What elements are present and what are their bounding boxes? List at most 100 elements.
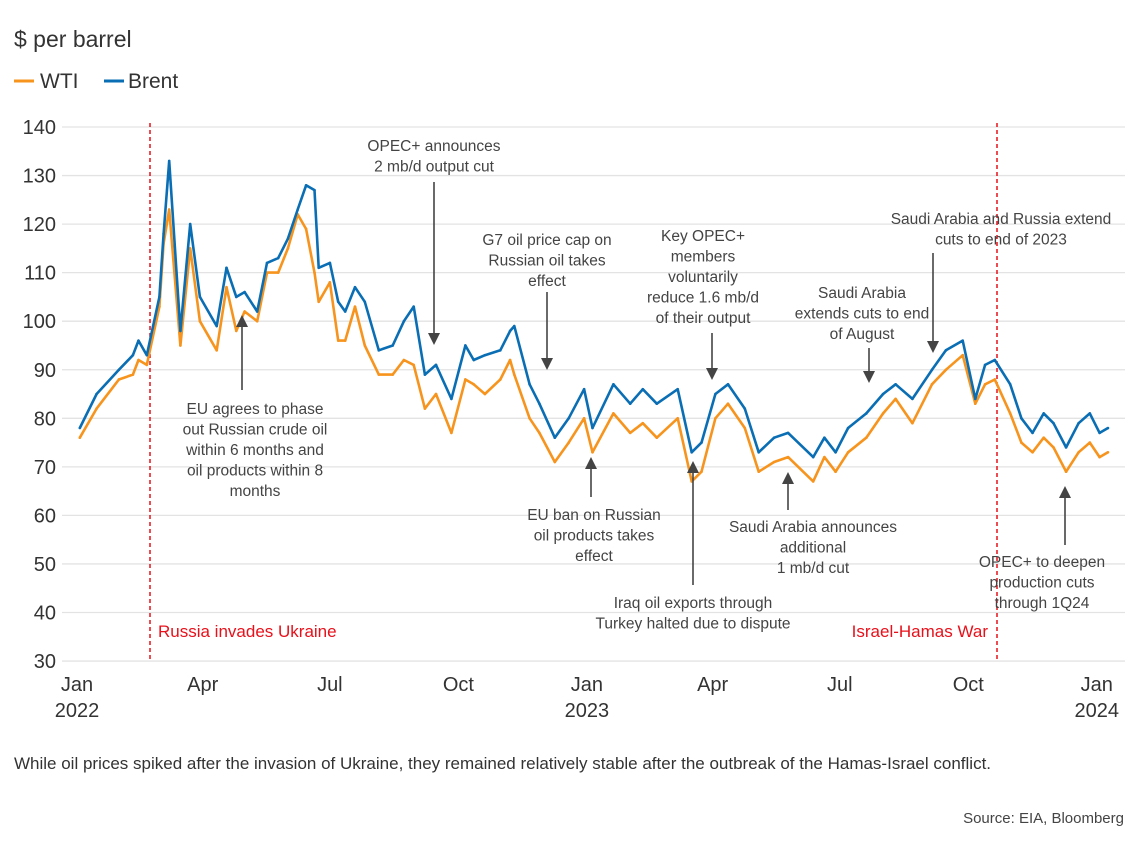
x-tick-year: 2024 <box>1075 700 1120 722</box>
data-point-wti <box>336 339 340 342</box>
data-point-brent <box>255 310 259 313</box>
data-point-brent <box>881 392 885 396</box>
data-point-wti <box>158 305 161 308</box>
data-point-wti <box>1106 450 1110 454</box>
data-point-brent <box>641 387 645 391</box>
data-point-brent <box>377 349 381 352</box>
data-point-wti <box>894 397 897 401</box>
data-point-brent <box>423 373 427 376</box>
data-point-brent <box>655 402 659 406</box>
x-tick-label: Oct <box>443 674 475 696</box>
data-point-wti <box>944 368 948 372</box>
data-point-wti <box>881 412 885 415</box>
annotation: Iraq oil exports through Turkey halted du… <box>595 461 791 633</box>
data-point-brent <box>786 431 790 435</box>
data-point-brent <box>188 222 192 226</box>
y-tick-label: 50 <box>34 554 56 576</box>
annotation: EU ban on Russian oil products takes effec… <box>527 457 661 565</box>
data-point-wti <box>628 431 632 435</box>
data-point-wti <box>823 455 826 459</box>
data-point-brent <box>846 426 850 430</box>
y-tick-label: 30 <box>34 651 56 673</box>
event-label: Russia invades Ukraine <box>158 622 337 641</box>
arrow-head-icon <box>782 472 794 484</box>
data-point-brent <box>743 407 747 410</box>
y-axis-title: $ per barrel <box>14 26 132 52</box>
data-point-brent <box>944 349 948 352</box>
annotation-text: 1 mb/d cut <box>777 560 850 577</box>
data-point-brent <box>973 397 977 401</box>
data-point-brent <box>412 305 415 308</box>
annotation-text: months <box>230 483 281 500</box>
data-point-brent <box>1106 426 1110 430</box>
data-point-brent <box>930 368 934 372</box>
data-point-brent <box>757 450 761 454</box>
x-tick-label: Oct <box>953 674 985 696</box>
data-point-brent <box>700 441 703 444</box>
x-tick-label: Jul <box>317 674 343 696</box>
data-point-wti <box>512 373 516 376</box>
data-point-brent <box>1088 412 1092 415</box>
data-point-wti <box>726 402 730 406</box>
y-tick-label: 140 <box>23 117 56 139</box>
annotation-text: through 1Q24 <box>995 595 1090 612</box>
annotation-text: of August <box>830 326 895 343</box>
arrow-head-icon <box>706 368 718 380</box>
data-point-wti <box>412 363 415 367</box>
data-point-wti <box>343 339 347 342</box>
data-point-brent <box>553 436 557 440</box>
data-point-wti <box>508 358 512 362</box>
data-point-brent <box>772 436 776 440</box>
x-tick-label: Jan <box>61 674 93 696</box>
arrow-head-icon <box>1059 486 1071 498</box>
data-point-brent <box>1042 412 1046 415</box>
data-point-wti <box>1031 450 1034 454</box>
data-point-wti <box>95 407 98 410</box>
annotation-text: Saudi Arabia <box>818 285 906 302</box>
data-point-wti <box>304 227 308 231</box>
data-point-wti <box>483 392 487 396</box>
data-point-wti <box>402 358 406 362</box>
data-point-wti <box>391 373 395 376</box>
x-tick-label: Jan <box>1081 674 1113 696</box>
annotation-text: oil products within 8 <box>187 463 323 480</box>
data-point-wti <box>582 417 586 420</box>
annotation-text: Saudi Arabia and Russia extend <box>891 211 1112 228</box>
data-point-wti <box>434 392 438 396</box>
data-point-brent <box>690 450 693 454</box>
data-point-brent <box>167 159 171 163</box>
data-point-brent <box>402 319 406 323</box>
arrow-head-icon <box>236 315 248 327</box>
data-point-brent <box>628 402 632 406</box>
data-point-wti <box>472 383 476 386</box>
annotation-text: effect <box>528 273 566 290</box>
arrow-head-icon <box>428 333 440 345</box>
data-point-brent <box>328 261 332 265</box>
annotation: EU agrees to phase out Russian crude oil w… <box>183 315 327 500</box>
data-point-brent <box>225 266 228 270</box>
data-point-wti <box>961 353 964 357</box>
data-point-brent <box>131 353 135 357</box>
data-point-wti <box>1052 446 1055 449</box>
data-point-wti <box>865 436 868 440</box>
data-point-wti <box>1077 450 1080 454</box>
data-point-wti <box>78 436 82 440</box>
data-point-wti <box>700 470 703 474</box>
event-label: Israel-Hamas War <box>852 622 989 641</box>
data-point-brent <box>286 237 290 240</box>
data-point-brent <box>158 295 161 299</box>
data-point-wti <box>973 402 977 406</box>
data-point-brent <box>472 358 476 362</box>
data-point-brent <box>464 344 467 347</box>
data-point-wti <box>757 470 761 474</box>
data-point-brent <box>434 363 438 367</box>
data-point-brent <box>911 397 914 401</box>
data-point-wti <box>145 363 149 367</box>
annotation-text: of their output <box>656 310 751 327</box>
data-point-brent <box>162 232 165 236</box>
annotation-text: additional <box>780 540 846 557</box>
data-point-brent <box>1008 383 1012 386</box>
data-point-brent <box>865 412 868 415</box>
oil-price-chart: $ per barrel WTI Brent 30 40 50 60 70 80 90 100… <box>14 26 1125 722</box>
annotation-text: OPEC+ to deepen <box>979 554 1105 571</box>
